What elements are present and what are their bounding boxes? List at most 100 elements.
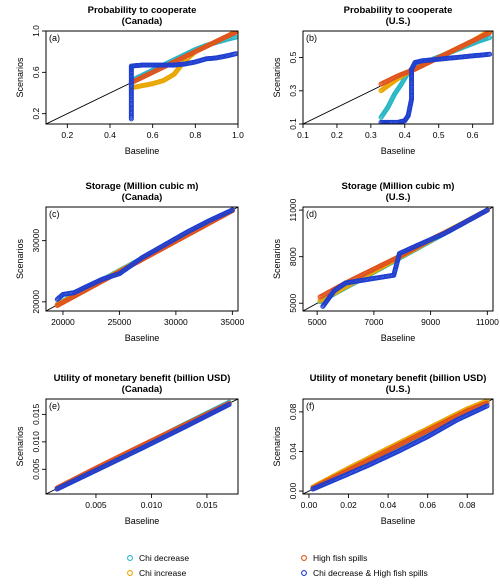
series-high-fish-spills — [128, 31, 238, 86]
legend-label: Chi decrease & High fish spills — [313, 568, 428, 578]
x-tick-label: 0.2 — [61, 130, 73, 140]
legend-marker — [301, 570, 307, 576]
x-axis-label: Baseline — [381, 146, 416, 156]
legend-marker — [127, 555, 133, 561]
legend-marker — [127, 570, 133, 576]
legend-item-chi-increase: Chi increase — [127, 568, 187, 578]
chart-subtitle: (U.S.) — [386, 192, 411, 203]
series-chi-decrease-high-fish-spills — [320, 207, 490, 309]
panel-label: (b) — [306, 33, 317, 43]
y-tick-label: 0.005 — [31, 458, 41, 480]
y-tick-label: 1.0 — [31, 25, 41, 37]
x-tick-label: 0.04 — [380, 500, 397, 510]
y-axis-label: Scenarios — [272, 426, 282, 467]
chart-title: Storage (Million cubic m) — [342, 181, 455, 192]
panel-a: Probability to cooperate(Canada) (a) 0.2 0.… — [15, 5, 244, 156]
y-axis-label: Scenarios — [272, 57, 282, 98]
x-axis-label: Baseline — [125, 146, 160, 156]
chart-title: Utility of monetary benefit (billion USD… — [310, 373, 487, 384]
data-point — [484, 403, 490, 409]
plot-area — [46, 31, 238, 124]
plot-frame — [302, 206, 494, 312]
x-tick-label: 7000 — [364, 317, 383, 327]
y-tick-label: 0.04 — [288, 443, 298, 460]
y-tick-label: 0.3 — [288, 85, 298, 97]
plot-frame — [302, 398, 494, 495]
plot-area — [46, 399, 238, 494]
x-tick-label: 0.02 — [340, 500, 357, 510]
chart-subtitle: (U.S.) — [386, 16, 411, 27]
panel-label: (d) — [306, 209, 317, 219]
y-tick-label: 0.2 — [31, 107, 41, 119]
legend-label: Chi decrease — [139, 553, 189, 563]
x-tick-label: 0.5 — [433, 130, 445, 140]
plot-frame — [45, 30, 239, 125]
y-axis-label: Scenarios — [272, 238, 282, 279]
x-tick-label: 0.8 — [189, 130, 201, 140]
data-point — [226, 401, 232, 407]
x-tick-label: 35000 — [221, 317, 245, 327]
chart-subtitle: (Canada) — [122, 16, 163, 27]
x-tick-label: 5000 — [308, 317, 327, 327]
panel-d: Storage (Million cubic m)(U.S.) (d) 5000 70… — [272, 181, 499, 343]
data-point — [487, 35, 493, 41]
plot-frame — [45, 206, 239, 312]
series-marker — [234, 31, 238, 35]
y-tick-label: 5000 — [288, 294, 298, 313]
y-tick-label: 30000 — [31, 229, 41, 253]
legend-label: Chi increase — [139, 568, 187, 578]
x-tick-label: 0.010 — [141, 500, 163, 510]
legend-item-chi-decrease-high-fish-spills: Chi decrease & High fish spills — [301, 568, 428, 578]
x-tick-label: 0.3 — [365, 130, 377, 140]
plot-area — [303, 31, 493, 124]
y-axis-label: Scenarios — [15, 238, 25, 279]
y-tick-label: 0.08 — [288, 403, 298, 420]
data-point — [487, 31, 493, 36]
panel-c: Storage (Million cubic m)(Canada) (c) 2000… — [15, 181, 244, 343]
x-tick-label: 0.1 — [297, 130, 309, 140]
x-axis-label: Baseline — [125, 333, 160, 343]
plot-area — [303, 207, 493, 311]
y-tick-label: 8000 — [288, 247, 298, 266]
x-tick-label: 0.015 — [196, 500, 218, 510]
data-point — [487, 51, 493, 57]
x-tick-label: 30000 — [164, 317, 188, 327]
y-tick-label: 0.5 — [288, 51, 298, 63]
y-tick-label: 0.010 — [31, 431, 41, 453]
y-axis-label: Scenarios — [15, 426, 25, 467]
panel-b: Probability to cooperate(U.S.) (b) 0.1 0.2 0… — [272, 5, 494, 156]
plot-area — [303, 399, 493, 494]
legend-label: High fish spills — [313, 553, 367, 563]
series-chi-decrease-high-fish-spills — [54, 401, 232, 492]
legend-marker — [301, 555, 307, 561]
x-tick-label: 0.00 — [301, 500, 318, 510]
y-tick-label: 11000 — [288, 198, 298, 221]
data-point — [484, 207, 490, 213]
panel-f: Utility of monetary benefit (billion USD… — [272, 373, 494, 526]
panel-label: (c) — [49, 209, 60, 219]
panel-label: (e) — [49, 401, 60, 411]
x-tick-label: 0.6 — [147, 130, 159, 140]
panel-label: (a) — [49, 33, 60, 43]
data-point — [229, 207, 235, 213]
y-tick-label: 0.00 — [288, 482, 298, 499]
x-tick-label: 20000 — [51, 317, 75, 327]
chart-title: Probability to cooperate — [88, 5, 197, 16]
plot-frame — [302, 30, 494, 125]
x-tick-label: 1.0 — [232, 130, 244, 140]
y-tick-label: 0.6 — [31, 66, 41, 78]
x-axis-label: Baseline — [381, 516, 416, 526]
chart-title: Utility of monetary benefit (billion USD… — [54, 373, 231, 384]
y-tick-label: 0.015 — [31, 403, 41, 425]
legend-item-chi-decrease: Chi decrease — [127, 553, 189, 563]
x-tick-label: 0.08 — [459, 500, 476, 510]
x-tick-label: 9000 — [421, 317, 440, 327]
x-tick-label: 25000 — [108, 317, 132, 327]
panel-e: Utility of monetary benefit (billion USD… — [15, 373, 239, 526]
chart-subtitle: (Canada) — [122, 192, 163, 203]
plot-area — [46, 207, 238, 311]
series-chi-decrease-high-fish-spills — [54, 207, 235, 302]
data-point — [484, 399, 490, 404]
legend: Chi decrease Chi increase High fish spills… — [127, 553, 428, 578]
x-tick-label: 0.2 — [331, 130, 343, 140]
